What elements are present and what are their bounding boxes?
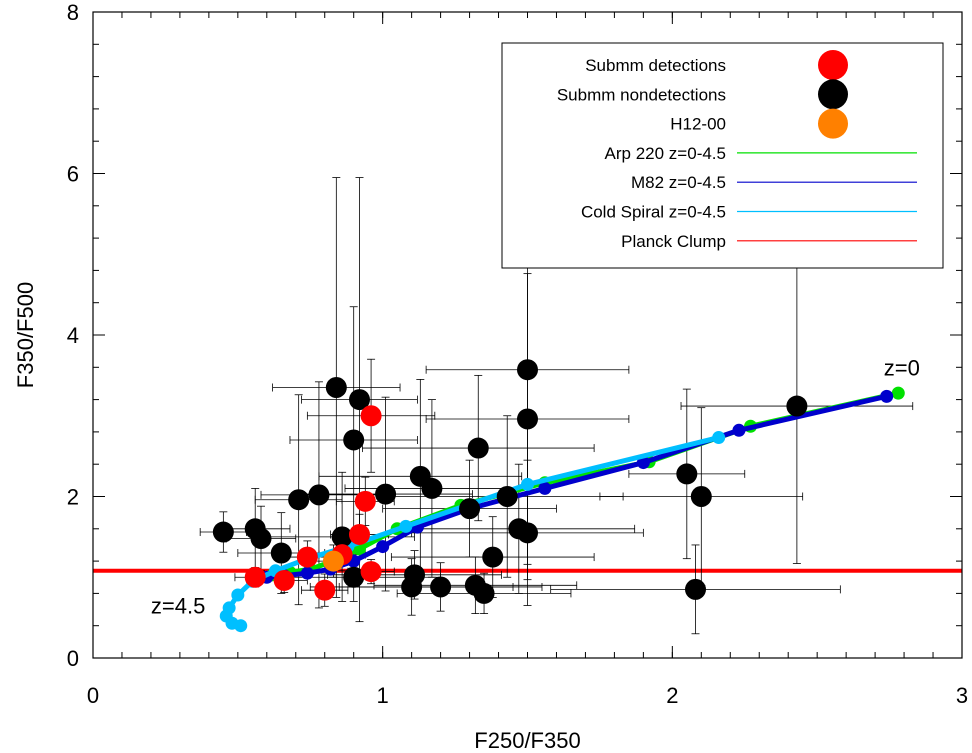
legend-label: M82 z=0-4.5 — [631, 173, 726, 192]
data-point — [676, 463, 698, 485]
legend-box — [501, 42, 944, 269]
legend-label: Cold Spiral z=0-4.5 — [581, 203, 726, 222]
y-tick-label: 4 — [67, 323, 79, 348]
data-point — [517, 359, 538, 381]
data-point — [348, 389, 370, 411]
x-tick-label: 2 — [666, 683, 678, 708]
data-point — [482, 546, 504, 568]
track-point — [891, 386, 905, 400]
data-point — [343, 566, 365, 588]
data-point — [314, 579, 336, 601]
data-point — [496, 486, 518, 507]
y-tick-label: 0 — [67, 646, 79, 671]
data-point — [343, 429, 365, 451]
data-point — [517, 522, 538, 544]
annotation-label: z=0 — [884, 355, 920, 380]
y-tick-label: 2 — [67, 485, 79, 510]
track-point — [880, 389, 894, 403]
legend-marker — [818, 79, 848, 110]
data-point — [685, 578, 707, 600]
data-point — [296, 546, 318, 568]
legend-label: Submm detections — [585, 56, 726, 75]
x-tick-label: 0 — [87, 683, 99, 708]
data-point — [459, 498, 481, 520]
x-tick-label: 3 — [956, 683, 968, 708]
track-point — [376, 540, 390, 554]
annotation-label: z=4.5 — [151, 594, 205, 619]
data-point — [375, 483, 397, 505]
data-point — [517, 408, 538, 430]
legend-label: Arp 220 z=0-4.5 — [605, 144, 726, 163]
track-point — [231, 588, 245, 602]
data-point — [467, 437, 489, 459]
legend-marker — [818, 108, 848, 139]
data-point — [360, 405, 382, 427]
y-tick-label: 6 — [67, 162, 79, 187]
data-point — [308, 484, 330, 506]
data-point — [325, 376, 347, 398]
data-point — [348, 523, 370, 545]
track-point — [399, 519, 413, 533]
legend-marker — [818, 50, 848, 80]
x-tick-label: 1 — [377, 683, 389, 708]
data-point — [244, 566, 266, 588]
data-point — [288, 489, 310, 511]
data-point — [212, 521, 234, 543]
y-tick-label: 8 — [67, 0, 79, 25]
data-point — [404, 564, 426, 586]
data-point — [690, 486, 712, 507]
data-point — [322, 550, 344, 572]
data-point — [786, 395, 808, 417]
legend-label: H12-00 — [670, 115, 726, 134]
data-point — [273, 569, 295, 591]
legend-label: Submm nondetections — [557, 85, 726, 104]
track-point — [732, 423, 746, 437]
data-point — [270, 542, 292, 564]
track-point — [234, 619, 248, 633]
x-axis-title: F250/F350 — [474, 728, 580, 753]
track-point — [521, 477, 534, 491]
data-point — [250, 527, 272, 549]
y-axis-title: F350/F500 — [13, 282, 38, 388]
data-point — [421, 477, 443, 499]
data-point — [360, 561, 382, 583]
track-point — [538, 481, 552, 495]
legend-label: Planck Clump — [621, 232, 726, 251]
data-point — [430, 576, 452, 598]
data-point — [354, 490, 376, 512]
data-point — [331, 526, 353, 548]
track-point — [712, 431, 726, 445]
track-point — [300, 566, 314, 580]
data-point — [473, 582, 495, 604]
